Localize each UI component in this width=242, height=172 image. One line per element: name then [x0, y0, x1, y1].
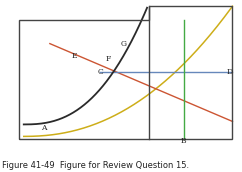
- Text: C: C: [98, 68, 104, 76]
- Text: D: D: [227, 68, 233, 76]
- Text: G: G: [120, 40, 126, 48]
- Text: F: F: [106, 55, 111, 63]
- Text: A: A: [41, 124, 47, 132]
- Text: Figure 41-49  Figure for Review Question 15.: Figure 41-49 Figure for Review Question …: [2, 161, 189, 170]
- Text: B: B: [181, 137, 187, 145]
- Text: E: E: [72, 52, 77, 60]
